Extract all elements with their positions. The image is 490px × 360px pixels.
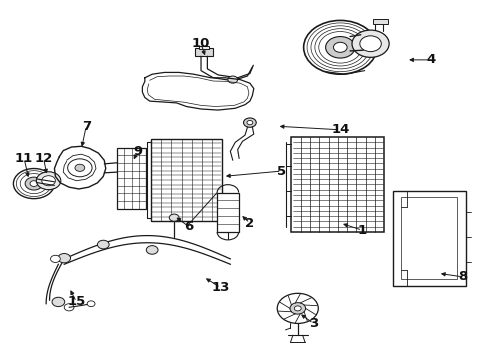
Bar	[195, 48, 213, 56]
Text: 4: 4	[426, 53, 435, 66]
Circle shape	[13, 168, 54, 199]
Bar	[373, 19, 388, 24]
Text: 13: 13	[211, 281, 230, 294]
Text: 5: 5	[277, 165, 286, 177]
Bar	[217, 193, 239, 232]
Circle shape	[352, 30, 389, 57]
Circle shape	[169, 214, 179, 221]
Text: 14: 14	[331, 123, 349, 136]
Circle shape	[98, 240, 109, 249]
Text: 11: 11	[15, 152, 33, 165]
Circle shape	[326, 37, 355, 58]
Text: 8: 8	[458, 270, 467, 283]
Circle shape	[50, 255, 60, 262]
Circle shape	[64, 304, 74, 311]
Text: 15: 15	[67, 296, 86, 309]
Bar	[117, 148, 147, 209]
Circle shape	[147, 246, 158, 254]
Text: 3: 3	[309, 317, 318, 330]
Circle shape	[58, 253, 71, 263]
Bar	[151, 139, 222, 221]
Circle shape	[25, 177, 43, 190]
Circle shape	[290, 303, 306, 314]
Circle shape	[247, 121, 253, 125]
Text: 6: 6	[184, 220, 194, 233]
Circle shape	[244, 118, 256, 127]
Circle shape	[68, 159, 92, 177]
Circle shape	[277, 293, 318, 323]
Text: 7: 7	[82, 120, 91, 133]
Text: 9: 9	[133, 145, 142, 158]
Circle shape	[87, 301, 95, 307]
Circle shape	[30, 181, 38, 186]
Bar	[401, 197, 457, 279]
Circle shape	[36, 172, 61, 190]
Bar	[392, 191, 466, 286]
Circle shape	[360, 36, 381, 51]
Circle shape	[228, 76, 238, 83]
Circle shape	[294, 306, 301, 311]
Text: 1: 1	[358, 224, 367, 237]
Text: 12: 12	[35, 152, 53, 165]
Text: 10: 10	[192, 37, 210, 50]
Circle shape	[42, 176, 55, 186]
Circle shape	[52, 297, 65, 307]
Text: 2: 2	[245, 216, 254, 230]
Bar	[292, 137, 384, 232]
Circle shape	[75, 164, 85, 171]
Circle shape	[304, 21, 377, 74]
Bar	[198, 45, 209, 49]
Circle shape	[333, 42, 347, 52]
